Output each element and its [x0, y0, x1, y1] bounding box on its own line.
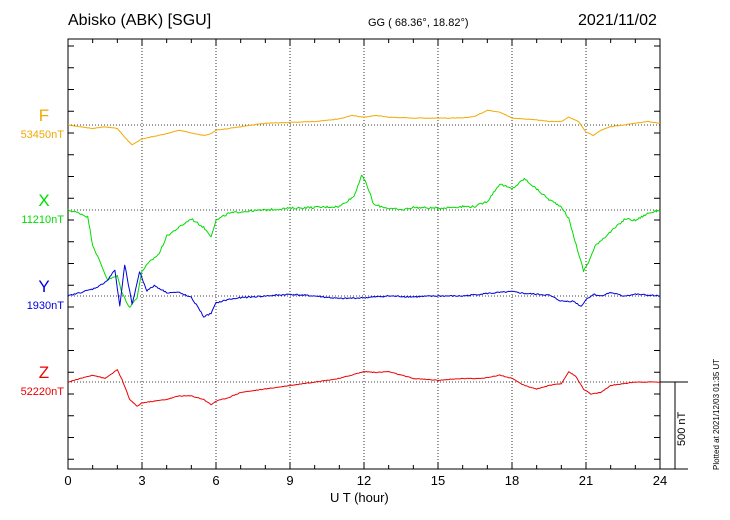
series-lines [67, 109, 661, 407]
scale-bar [660, 381, 688, 470]
channel-z-baseline-value: 52220nT [20, 386, 64, 398]
geographic-coordinates: GG ( 68.36°, 18.82°) [368, 17, 469, 29]
x-tick-label: 12 [356, 473, 372, 488]
station-title: Abisko (ABK) [SGU] [68, 12, 212, 29]
series-x-line [67, 174, 661, 308]
channel-z-label: Z [38, 363, 50, 382]
grid [141, 39, 587, 469]
x-tick-label: 3 [138, 473, 146, 488]
x-axis-label: U T (hour) [330, 490, 389, 505]
plot-frame [67, 38, 661, 470]
date-label: 2021/11/02 [578, 12, 657, 29]
x-tick-label: 9 [286, 473, 294, 488]
channel-f-baseline-value: 53450nT [20, 129, 64, 141]
x-tick-label: 15 [430, 473, 446, 488]
x-tick-label: 0 [64, 473, 72, 488]
channel-x-baseline-value: 11210nT [21, 214, 64, 226]
series-z-line [67, 369, 661, 407]
baselines [68, 124, 660, 383]
channel-y-label: Y [38, 277, 50, 296]
x-tick-label: 21 [578, 473, 594, 488]
series-y-line [67, 264, 661, 318]
channel-y-baseline-value: 1930nT [26, 300, 64, 312]
scale-bar-label: 500 nT [676, 411, 688, 446]
x-tick-label: 6 [212, 473, 220, 488]
series-f-line [67, 109, 661, 146]
x-tick-label: 18 [504, 473, 520, 488]
x-tick-label: 24 [652, 473, 668, 488]
plotted-timestamp: Plotted at 2021/12/03 01:35 UT [712, 358, 721, 470]
channel-f-label: F [38, 106, 50, 125]
axis-ticks [67, 39, 661, 469]
channel-x-label: X [38, 191, 50, 210]
